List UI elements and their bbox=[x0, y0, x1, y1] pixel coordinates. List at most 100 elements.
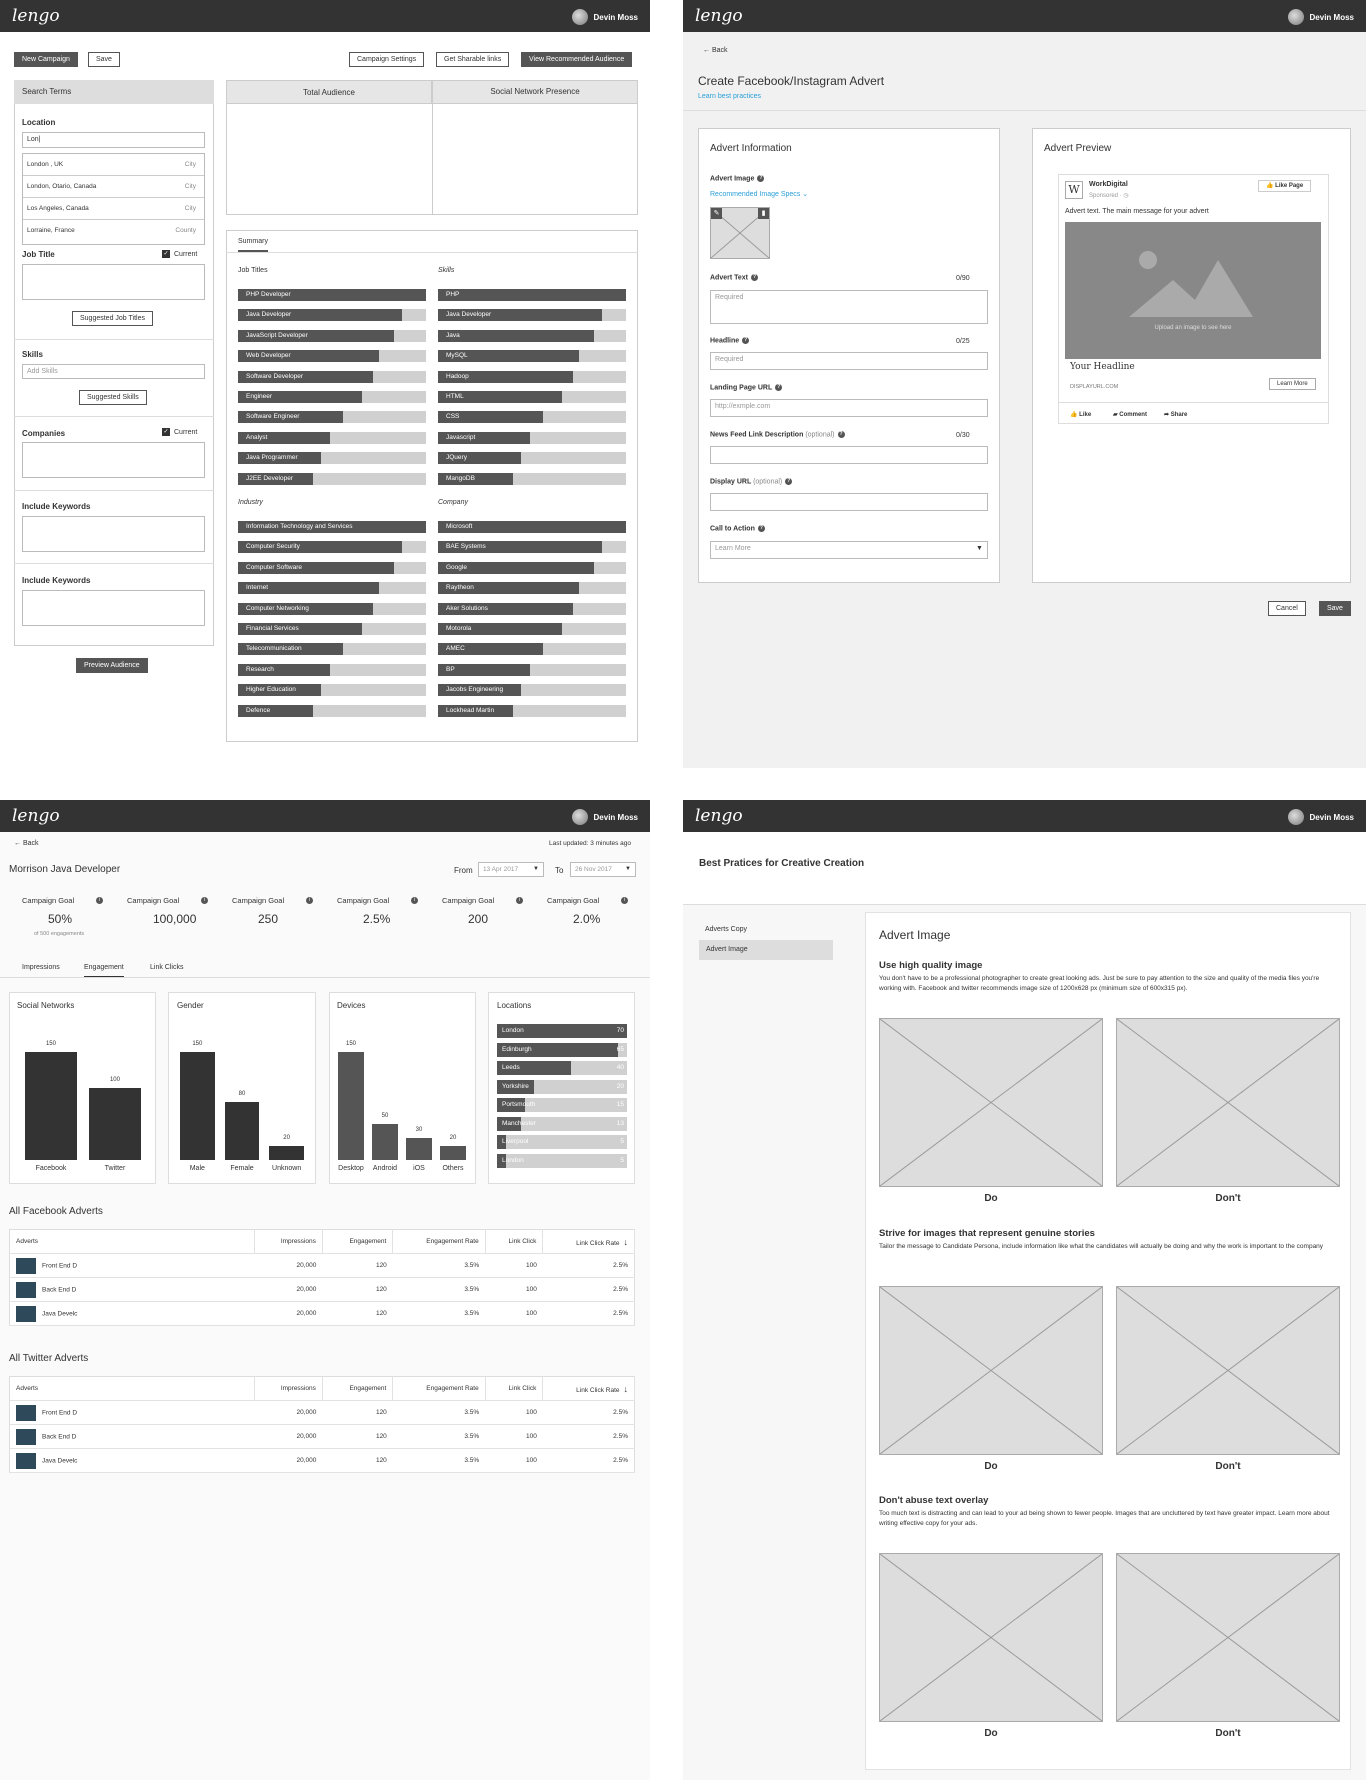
bar-financial-services: Financial Services bbox=[238, 623, 426, 635]
companies-input[interactable] bbox=[22, 442, 205, 478]
arrow-down-icon[interactable]: ↓ bbox=[623, 1383, 629, 1394]
bar-fill bbox=[438, 472, 514, 485]
job-title-current-checkbox[interactable]: ✓ Current bbox=[162, 250, 197, 258]
nav-adverts-copy[interactable]: Adverts Copy bbox=[705, 926, 748, 933]
advert-image-upload[interactable] bbox=[710, 207, 770, 259]
from-date-select[interactable]: 13 Apr 2017 bbox=[478, 862, 544, 877]
location-suggestion[interactable]: Lorraine, France County bbox=[23, 220, 204, 242]
save-button[interactable]: Save bbox=[88, 52, 120, 67]
tab-impressions[interactable]: Impressions bbox=[22, 964, 60, 971]
goal-value: 250 bbox=[258, 912, 279, 926]
to-date-select[interactable]: 26 Nov 2017 bbox=[570, 862, 636, 877]
learn-best-practices-link[interactable]: Learn best practices bbox=[698, 93, 762, 100]
column-header[interactable]: Link Click bbox=[485, 1229, 544, 1254]
back-link[interactable]: ← Back bbox=[14, 840, 39, 847]
skills-heading: Skills bbox=[438, 267, 455, 274]
image-icon bbox=[1129, 251, 1253, 317]
column-header[interactable]: Link Click Rate ↓ bbox=[542, 1376, 635, 1401]
table-row[interactable]: Java Develc 20,000 120 3.5% 100 2.5% bbox=[9, 1448, 635, 1473]
column-header[interactable]: Engagement bbox=[322, 1376, 394, 1401]
like-page-button[interactable]: 👍 Like Page bbox=[1258, 180, 1312, 192]
recommended-image-specs-link[interactable]: Recommended Image Specs ⌄ bbox=[710, 191, 809, 198]
location-suggestion[interactable]: London, Otario, Canada City bbox=[23, 176, 204, 198]
cancel-button[interactable]: Cancel bbox=[1268, 601, 1306, 616]
column-header[interactable]: Impressions bbox=[254, 1229, 323, 1254]
sharable-links-button[interactable]: Get Sharable links bbox=[436, 52, 510, 67]
column-header[interactable]: Engagement bbox=[322, 1229, 394, 1254]
table-header-row: Adverts Impressions Engagement Engagement R… bbox=[9, 1376, 635, 1401]
view-recommended-audience-button[interactable]: View Recommended Audience bbox=[521, 52, 633, 67]
suggested-skills-button[interactable]: Suggested Skills bbox=[79, 390, 147, 405]
user-menu[interactable]: Devin Moss bbox=[1287, 809, 1354, 825]
table-cell: 3.5% bbox=[392, 1400, 486, 1425]
nav-advert-image[interactable]: Advert Image bbox=[699, 940, 833, 960]
avatar bbox=[1287, 809, 1304, 825]
bar-facebook bbox=[24, 1052, 78, 1160]
column-header[interactable]: Engagement Rate bbox=[392, 1376, 486, 1401]
bar-value: 30 bbox=[415, 1127, 423, 1134]
landing-page-url-input[interactable]: http://exmple.com bbox=[710, 399, 988, 417]
column-header[interactable]: Link Click bbox=[485, 1376, 544, 1401]
column-header[interactable]: Adverts bbox=[9, 1376, 255, 1401]
bar-label: HTML bbox=[446, 393, 464, 400]
user-menu[interactable]: Devin Moss bbox=[571, 809, 638, 825]
cell-text: 3.5% bbox=[464, 1286, 480, 1293]
suggestion-name: Lorraine, France bbox=[27, 227, 75, 234]
table-row[interactable]: Front End D 20,000 120 3.5% 100 2.5% bbox=[9, 1253, 635, 1278]
share-action[interactable]: ➦ Share bbox=[1164, 412, 1188, 418]
arrow-down-icon[interactable]: ↓ bbox=[623, 1236, 629, 1247]
companies-current-checkbox[interactable]: ✓ Current bbox=[162, 428, 197, 436]
location-suggestion[interactable]: Los Angeles, Canada City bbox=[23, 198, 204, 220]
suggested-job-titles-button[interactable]: Suggested Job Titles bbox=[72, 311, 153, 326]
edit-icon[interactable]: ✎ bbox=[711, 208, 722, 219]
headline-input[interactable]: Required bbox=[710, 352, 988, 370]
learn-more-preview-button[interactable]: Learn More bbox=[1269, 378, 1316, 390]
bar-fill bbox=[438, 582, 579, 595]
table-row[interactable]: Back End D 20,000 120 3.5% 100 2.5% bbox=[9, 1424, 635, 1449]
call-to-action-select[interactable]: Learn More bbox=[710, 541, 988, 559]
location-suggestion[interactable]: London , UK City bbox=[23, 154, 204, 176]
save-advert-button[interactable]: Save bbox=[1319, 601, 1351, 616]
divider bbox=[14, 339, 214, 340]
bar-label: Java Developer bbox=[246, 311, 292, 319]
column-header[interactable]: Impressions bbox=[254, 1376, 323, 1401]
news-feed-input[interactable] bbox=[710, 446, 988, 464]
tab-engagement[interactable]: Engagement bbox=[84, 964, 124, 978]
trash-icon[interactable]: ▮ bbox=[758, 208, 769, 219]
bar-label: PHP bbox=[446, 291, 460, 298]
table-row[interactable]: Java Develc 20,000 120 3.5% 100 2.5% bbox=[9, 1301, 635, 1326]
like-action[interactable]: 👍 Like bbox=[1070, 412, 1092, 418]
cell-text: 2.5% bbox=[613, 1433, 628, 1440]
user-menu[interactable]: Devin Moss bbox=[1287, 9, 1354, 25]
job-title-input[interactable] bbox=[22, 264, 205, 300]
back-link[interactable]: ← Back bbox=[703, 47, 728, 54]
thumbs-up-icon: 👍 bbox=[1070, 412, 1078, 418]
location-input[interactable]: Lon| bbox=[22, 132, 205, 148]
tab-link-clicks[interactable]: Link Clicks bbox=[150, 964, 184, 971]
skills-input[interactable]: Add Skills bbox=[22, 364, 205, 379]
column-header[interactable]: Link Click Rate ↓ bbox=[542, 1229, 635, 1254]
bar-value: 80 bbox=[238, 1091, 246, 1098]
campaign-settings-button[interactable]: Campaign Settings bbox=[349, 52, 425, 67]
column-header[interactable]: Engagement Rate bbox=[392, 1229, 486, 1254]
user-menu[interactable]: Devin Moss bbox=[571, 9, 638, 25]
bar-label: Twitter bbox=[104, 1165, 126, 1172]
divider bbox=[432, 104, 433, 215]
preview-audience-button[interactable]: Preview Audience bbox=[76, 658, 148, 673]
display-url-input[interactable] bbox=[710, 493, 988, 511]
advert-text-input[interactable]: Required bbox=[710, 290, 988, 324]
tab-summary[interactable]: Summary bbox=[238, 238, 268, 252]
info-icon: i bbox=[306, 897, 313, 904]
bar-analyst: Analyst bbox=[238, 431, 426, 444]
include-keywords-input[interactable] bbox=[22, 516, 205, 552]
bar-fill bbox=[238, 452, 321, 465]
divider bbox=[0, 977, 650, 978]
column-header[interactable]: Adverts bbox=[9, 1229, 255, 1254]
bar-label: Computer Security bbox=[246, 543, 300, 551]
table-row[interactable]: Front End D 20,000 120 3.5% 100 2.5% bbox=[9, 1400, 635, 1425]
bar-unknown bbox=[269, 1145, 305, 1160]
include-keywords-input-2[interactable] bbox=[22, 590, 205, 626]
new-campaign-button[interactable]: New Campaign bbox=[14, 52, 78, 67]
table-row[interactable]: Back End D 20,000 120 3.5% 100 2.5% bbox=[9, 1277, 635, 1302]
comment-action[interactable]: ▰ Comment bbox=[1113, 412, 1147, 418]
